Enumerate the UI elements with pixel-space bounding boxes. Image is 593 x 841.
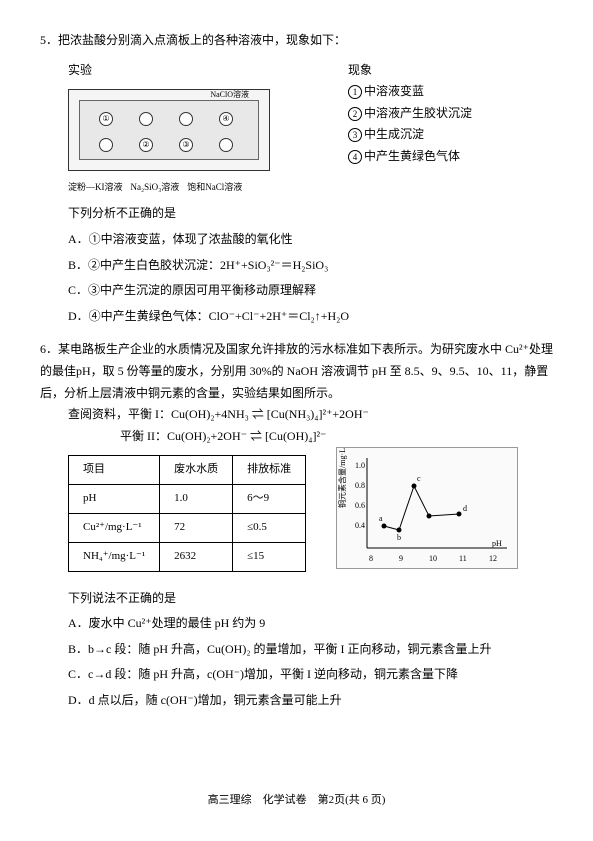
standards-table: 项目 废水水质 排放标准 pH1.06～9 Cu²⁺/mg·L⁻¹72≤0.5 …	[68, 455, 306, 571]
well-1: ①	[99, 112, 113, 126]
q6-opt-c: C．c→d 段：随 pH 升高，c(OH⁻)增加，平衡 I 逆向移动，铜元素含量…	[40, 664, 553, 686]
q5-opt-b: B．②中产生白色胶状沉淀：2H⁺+SiO₃²⁻＝H₂SiO₃	[40, 255, 553, 277]
svg-text:b: b	[397, 533, 401, 542]
naclo-label: NaClO溶液	[210, 88, 249, 102]
exp-label: 实验	[68, 60, 328, 82]
q5-opt-d: D．④中产生黄绿色气体：ClO⁻+Cl⁻+2H⁺＝Cl₂↑+H₂O	[40, 306, 553, 328]
q6-opt-a: A．废水中 Cu²⁺处理的最佳 pH 约为 9	[40, 613, 553, 635]
phen-label: 现象	[348, 60, 553, 82]
phen-2: 2中溶液产生胶状沉淀	[348, 103, 553, 125]
experiment-left: 实验 NaClO溶液 ① ④ ② ③ 淀粉—KI溶液 Na₂SiO₃溶液 饱和N…	[68, 60, 328, 196]
na2sio3-label: Na₂SiO₃溶液	[131, 179, 180, 195]
q5-subq: 下列分析不正确的是	[40, 203, 553, 225]
well-4: ④	[219, 112, 233, 126]
q5-stem: 5．把浓盐酸分别滴入点滴板上的各种溶液中，现象如下：	[40, 30, 553, 52]
q6-ref1: 查阅资料，平衡 I：Cu(OH)₂+4NH₃ ⇌ [Cu(NH₃)₄]²⁺+2O…	[40, 404, 553, 426]
table-header: 项目 废水水质 排放标准	[69, 456, 306, 485]
svg-text:d: d	[463, 504, 467, 513]
well-spare3	[99, 138, 113, 152]
diagram-bottom-labels: 淀粉—KI溶液 Na₂SiO₃溶液 饱和NaCl溶液	[68, 179, 328, 195]
svg-text:pH: pH	[492, 539, 502, 548]
svg-text:12: 12	[489, 554, 497, 563]
svg-text:8: 8	[369, 554, 373, 563]
svg-text:c: c	[417, 474, 421, 483]
q5-opt-a: A．①中溶液变蓝，体现了浓盐酸的氧化性	[40, 229, 553, 251]
q6-ref2: 平衡 II：Cu(OH)₂+2OH⁻ ⇌ [Cu(OH)₄]²⁻	[40, 426, 553, 448]
nacl-label: 饱和NaCl溶液	[187, 179, 242, 195]
table-graph-row: 项目 废水水质 排放标准 pH1.06～9 Cu²⁺/mg·L⁻¹72≤0.5 …	[40, 447, 553, 579]
ki-label: 淀粉—KI溶液	[68, 179, 123, 195]
th-2: 排放标准	[233, 456, 306, 485]
q6-opt-d: D．d 点以后，随 c(OH⁻)增加，铜元素含量可能上升	[40, 690, 553, 712]
phen-1: 1中溶液变蓝	[348, 81, 553, 103]
table-row: pH1.06～9	[69, 485, 306, 514]
well-spare4	[219, 138, 233, 152]
well-spare1	[139, 112, 153, 126]
phenomena-list: 现象 1中溶液变蓝 2中溶液产生胶状沉淀 3中生成沉淀 4中产生黄绿色气体	[328, 60, 553, 196]
well-spare2	[179, 112, 193, 126]
cu-content-graph: 8 9 10 11 12 0.4 0.6 0.8 1.0 a b c d pH 铜元素含量/m…	[336, 447, 518, 569]
page-footer: 高三理综 化学试卷 第2页(共 6 页)	[40, 791, 553, 811]
svg-text:0.4: 0.4	[355, 521, 365, 530]
svg-text:10: 10	[429, 554, 437, 563]
svg-text:0.6: 0.6	[355, 501, 365, 510]
svg-text:铜元素含量/mg·L⁻¹: 铜元素含量/mg·L⁻¹	[337, 448, 347, 508]
graph-svg: 8 9 10 11 12 0.4 0.6 0.8 1.0 a b c d pH 铜元素含量/m…	[337, 448, 517, 568]
svg-text:9: 9	[399, 554, 403, 563]
svg-text:a: a	[379, 514, 383, 523]
well-3: ③	[179, 138, 193, 152]
table-row: Cu²⁺/mg·L⁻¹72≤0.5	[69, 513, 306, 542]
th-0: 项目	[69, 456, 160, 485]
q5-experiment-block: 实验 NaClO溶液 ① ④ ② ③ 淀粉—KI溶液 Na₂SiO₃溶液 饱和N…	[68, 60, 553, 196]
q6-stem: 6．某电路板生产企业的水质情况及国家允许排放的污水标准如下表所示。为研究废水中 …	[40, 339, 553, 404]
th-1: 废水水质	[160, 456, 233, 485]
table-row: NH₄⁺/mg·L⁻¹2632≤15	[69, 542, 306, 571]
well-2: ②	[139, 138, 153, 152]
q6-opt-b: B．b→c 段：随 pH 升高，Cu(OH)₂ 的量增加，平衡 I 正向移动，铜…	[40, 639, 553, 661]
q6-subq: 下列说法不正确的是	[40, 588, 553, 610]
svg-text:1.0: 1.0	[355, 461, 365, 470]
wellplate-diagram: NaClO溶液 ① ④ ② ③	[68, 89, 270, 171]
svg-text:0.8: 0.8	[355, 481, 365, 490]
phen-3: 3中生成沉淀	[348, 124, 553, 146]
q5-opt-c: C．③中产生沉淀的原因可用平衡移动原理解释	[40, 280, 553, 302]
svg-text:11: 11	[459, 554, 467, 563]
phen-4: 4中产生黄绿色气体	[348, 146, 553, 168]
